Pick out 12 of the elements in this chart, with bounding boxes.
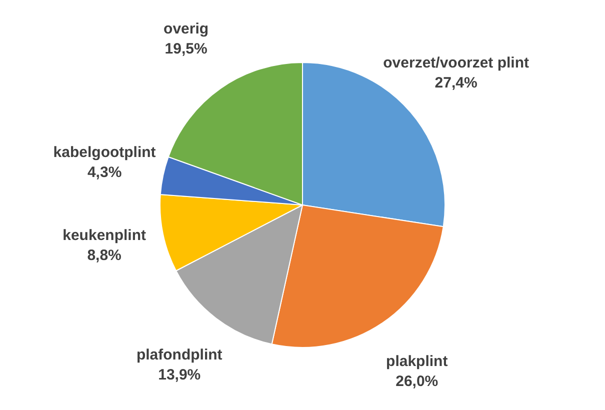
- slice-label: kabelgootplint: [53, 144, 156, 162]
- data-label: 27,4%: [434, 74, 478, 92]
- slice-label: plafondplint: [136, 346, 222, 364]
- slice-label: keukenplint: [62, 226, 146, 244]
- data-label: 19,5%: [164, 40, 208, 58]
- data-label: 26,0%: [396, 373, 438, 390]
- slice-label: plakplint: [386, 353, 448, 370]
- slice-label: overig: [164, 20, 209, 38]
- slice-label: overzet/voorzet plint: [383, 54, 529, 72]
- data-label: 8,8%: [87, 246, 122, 264]
- data-label: 4,3%: [87, 164, 122, 182]
- data-label: 13,9%: [158, 366, 201, 384]
